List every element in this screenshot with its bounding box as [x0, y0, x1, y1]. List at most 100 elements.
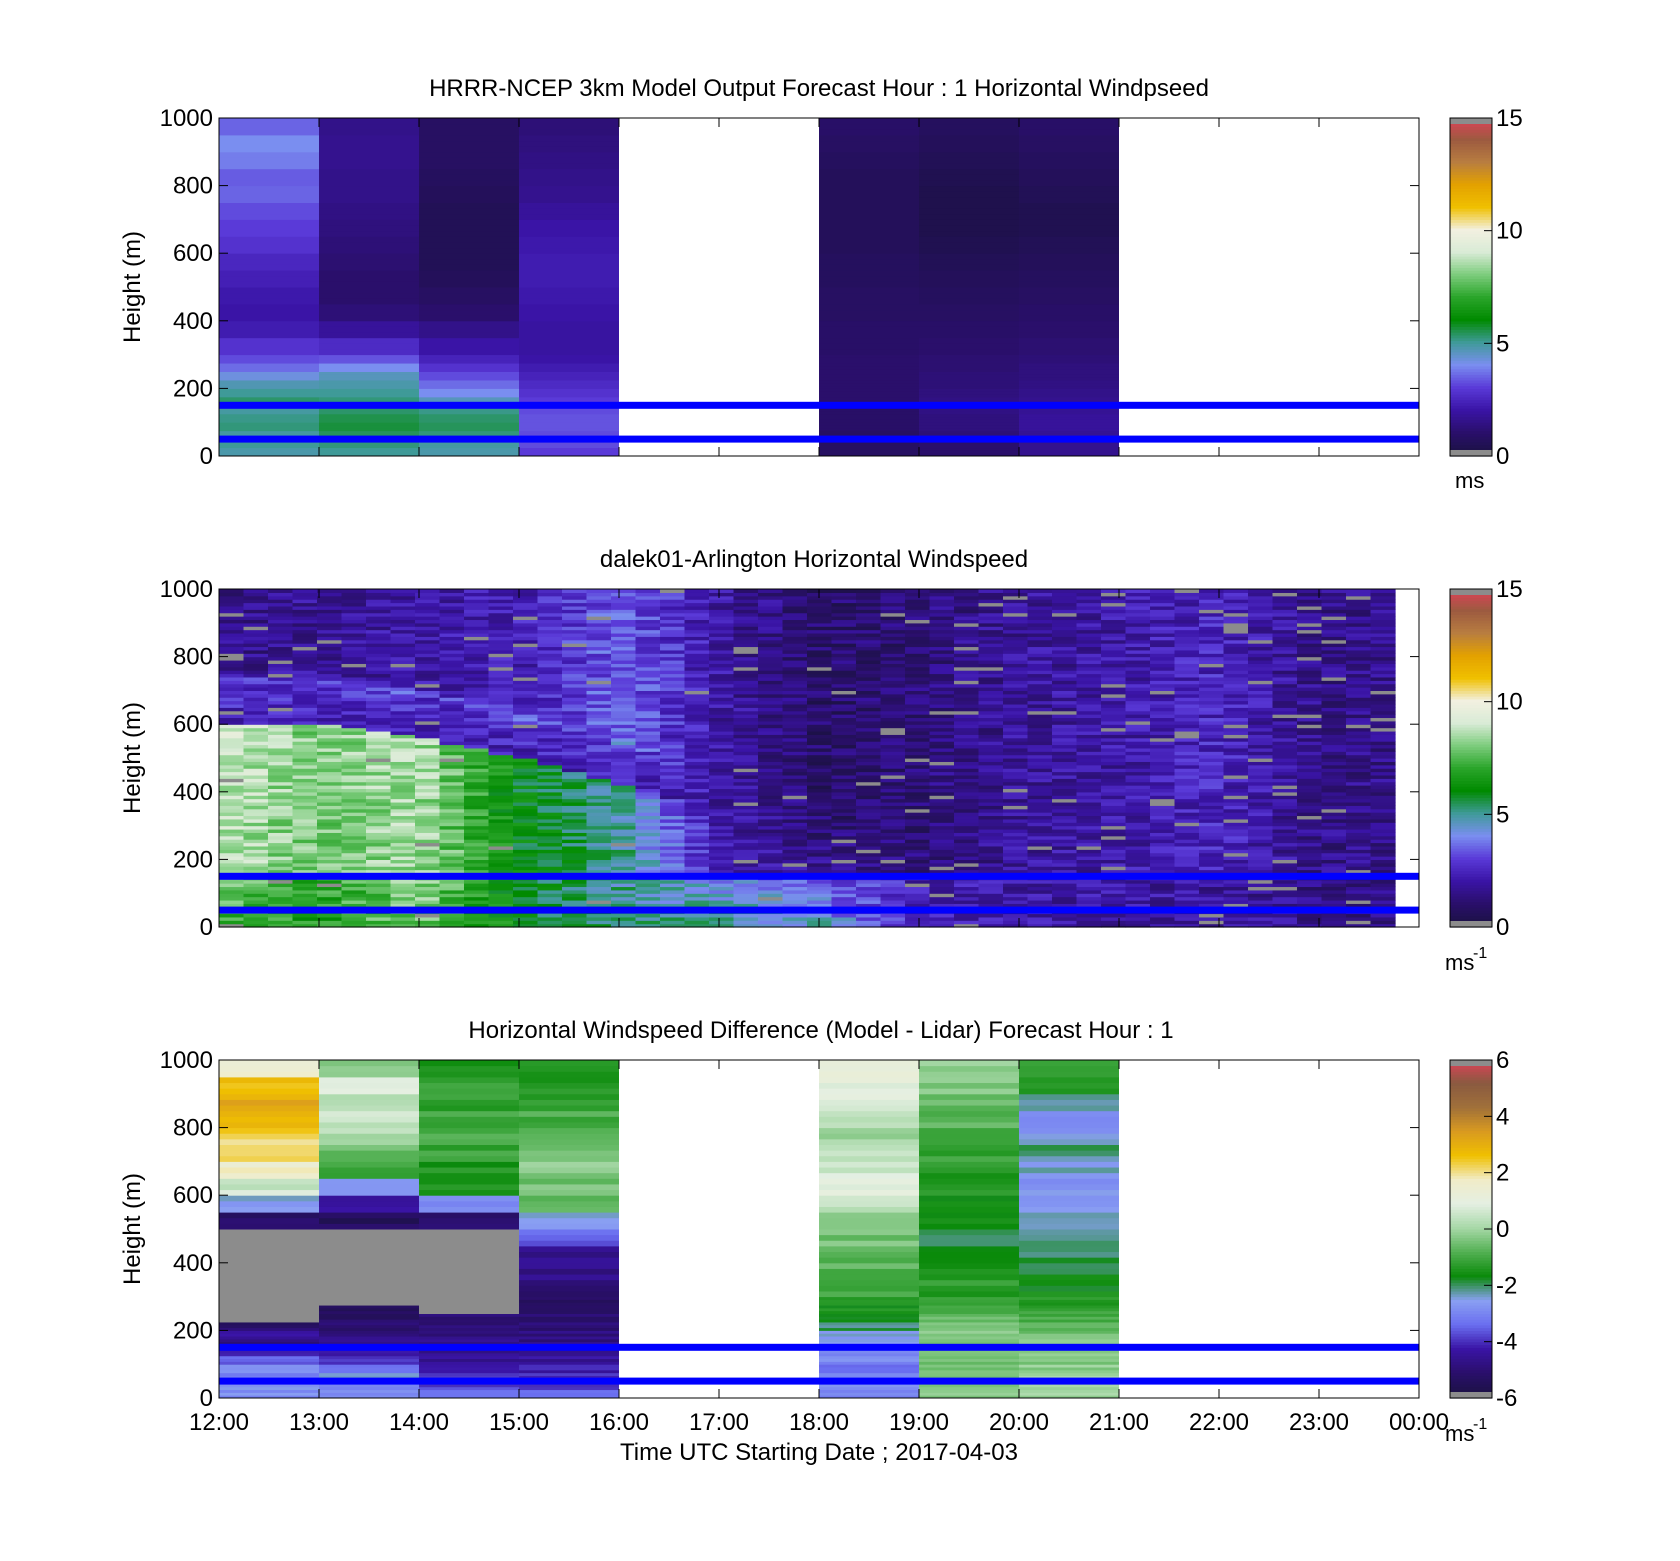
heatmap-cell: [537, 717, 563, 722]
heatmap-cell: [831, 741, 857, 746]
heatmap-cell: [831, 626, 857, 631]
heatmap-cell: [419, 413, 519, 418]
heatmap-cell: [1150, 670, 1176, 675]
heatmap-cell: [317, 808, 343, 813]
heatmap-cell: [1223, 693, 1249, 698]
heatmap-cell: [243, 805, 269, 810]
heatmap-cell: [268, 856, 294, 860]
heatmap-cell: [513, 839, 539, 844]
colorbar-segment: [1450, 177, 1492, 181]
heatmap-cell: [415, 856, 441, 860]
heatmap-cell: [831, 649, 857, 654]
heatmap-cell: [586, 845, 612, 850]
heatmap-cell: [1027, 741, 1053, 746]
colorbar-segment: [1450, 334, 1492, 339]
heatmap-cell: [1052, 839, 1078, 844]
heatmap-cell: [1223, 659, 1249, 664]
heatmap-cell: [709, 916, 735, 921]
heatmap-cell: [954, 825, 980, 830]
heatmap-cell: [819, 146, 919, 153]
heatmap-cell: [439, 727, 465, 732]
heatmap-cell: [1150, 626, 1176, 631]
heatmap-cell: [1027, 920, 1053, 925]
heatmap-cell: [243, 676, 269, 681]
heatmap-cell: [464, 828, 490, 833]
heatmap-cell: [1150, 710, 1176, 715]
heatmap-cell: [317, 690, 343, 695]
heatmap-cell: [319, 247, 419, 254]
heatmap-cell: [586, 730, 612, 735]
heatmap-cell: [684, 595, 710, 600]
heatmap-cell: [243, 828, 269, 833]
heatmap-cell: [880, 703, 906, 708]
heatmap-cell: [537, 744, 563, 749]
heatmap-cell: [341, 764, 367, 769]
heatmap-cell: [366, 791, 392, 796]
heatmap-cell: [268, 768, 294, 773]
heatmap-cell: [415, 879, 441, 884]
heatmap-cell: [519, 337, 619, 344]
heatmap-cell: [1101, 714, 1127, 719]
heatmap-cell: [758, 643, 784, 648]
heatmap-cell: [807, 791, 833, 796]
heatmap-cell: [905, 646, 931, 651]
heatmap-cell: [856, 612, 882, 617]
heatmap-cell: [366, 862, 392, 867]
heatmap-cell: [905, 903, 931, 908]
heatmap-cell: [919, 326, 1019, 333]
heatmap-cell: [684, 663, 710, 668]
heatmap-cell: [929, 609, 955, 614]
heatmap-cell: [488, 883, 514, 888]
heatmap-cell: [1076, 619, 1102, 624]
heatmap-cell: [733, 687, 759, 691]
heatmap-cell: [390, 812, 416, 817]
heatmap-cell: [782, 592, 808, 597]
heatmap-cell: [1076, 923, 1102, 928]
heatmap-cell: [660, 798, 686, 803]
heatmap-cell: [519, 382, 619, 387]
heatmap-cell: [929, 737, 955, 742]
heatmap-cell: [929, 612, 955, 617]
heatmap-cell: [880, 805, 906, 810]
heatmap-cell: [611, 663, 637, 668]
heatmap-cell: [219, 687, 245, 691]
colorbar-segment: [1450, 289, 1492, 294]
heatmap-cell: [562, 788, 588, 793]
heatmap-cell: [317, 666, 343, 671]
heatmap-cell: [488, 785, 514, 790]
heatmap-cell: [317, 636, 343, 641]
heatmap-cell: [562, 798, 588, 803]
heatmap-cell: [880, 828, 906, 833]
heatmap-cell: [807, 758, 833, 762]
heatmap-cell: [684, 609, 710, 614]
heatmap-cell: [419, 281, 519, 288]
heatmap-cell: [807, 808, 833, 813]
heatmap-cell: [831, 801, 857, 806]
heatmap-cell: [341, 899, 367, 904]
heatmap-cell: [1101, 676, 1127, 681]
heatmap-cell: [1199, 714, 1225, 719]
heatmap-cell: [1003, 599, 1029, 604]
heatmap-cell: [366, 592, 392, 597]
heatmap-cell: [758, 653, 784, 658]
heatmap-cell: [660, 697, 686, 702]
heatmap-cell: [807, 913, 833, 918]
heatmap-cell: [586, 626, 612, 631]
heatmap-cell: [611, 893, 637, 898]
heatmap-cell: [1101, 778, 1127, 783]
heatmap-cell: [905, 815, 931, 820]
heatmap-cell: [1027, 697, 1053, 702]
heatmap-cell: [978, 781, 1004, 786]
heatmap-cell: [488, 744, 514, 749]
heatmap-cell: [782, 666, 808, 671]
heatmap-cell: [513, 828, 539, 833]
heatmap-cell: [439, 619, 465, 624]
heatmap-cell: [1076, 592, 1102, 597]
heatmap-cell: [1101, 768, 1127, 773]
heatmap-cell: [1052, 707, 1078, 712]
heatmap-cell: [635, 714, 661, 719]
heatmap-cell: [513, 849, 539, 854]
heatmap-cell: [856, 683, 882, 688]
heatmap-cell: [586, 609, 612, 614]
heatmap-cell: [660, 649, 686, 654]
